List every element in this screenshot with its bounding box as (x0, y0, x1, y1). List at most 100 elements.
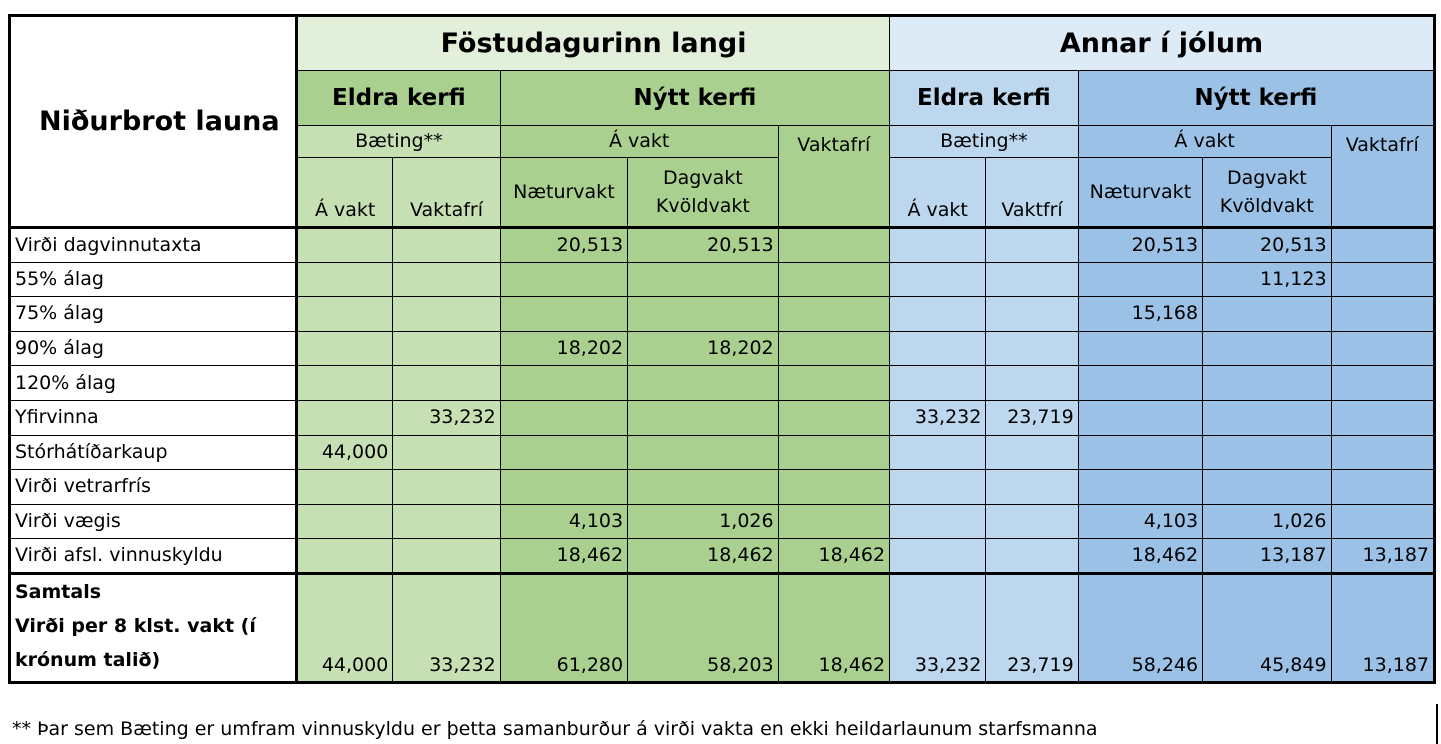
table-cell (1077, 434, 1204, 471)
table-cell: 13,187 (1330, 538, 1437, 574)
row-label: 75% álag (8, 296, 297, 332)
table-row: 90% álag 18,202 18,202 (8, 330, 1437, 367)
table-cell (1330, 434, 1437, 471)
table-cell (627, 296, 779, 332)
total-cell: 13,187 (1330, 571, 1437, 684)
table-row: Yfirvinna 33,232 33,232 23,719 (8, 399, 1437, 436)
table-cell (985, 469, 1079, 505)
system-new-g1: Nýtt kerfi (499, 70, 891, 126)
table-cell (392, 434, 501, 471)
row-label: Virði vægis (8, 503, 297, 540)
table-row: 120% álag (8, 365, 1437, 401)
total-label-line: Virði per 8 klst. vakt (í (15, 614, 256, 637)
table-cell (1202, 365, 1332, 401)
table-cell (1330, 261, 1437, 298)
col-g2-0: Á vakt (889, 157, 987, 228)
table-cell (1330, 469, 1437, 505)
col-g1-1: Vaktafrí (392, 157, 501, 228)
col-g1-0: Á vakt (294, 157, 394, 228)
total-cell: 58,203 (627, 571, 779, 684)
total-cell: 44,000 (294, 571, 394, 684)
table-cell (499, 434, 629, 471)
footnote: ** Þar sem Bæting er umfram vinnuskyldu … (12, 718, 1098, 740)
table-cell (985, 538, 1079, 574)
sub-baeting-g2: Bæting** (889, 125, 1079, 158)
table-cell (392, 296, 501, 332)
table-cell (1202, 469, 1332, 505)
table-cell (1330, 226, 1437, 263)
col-g1-2: Næturvakt (499, 157, 629, 228)
table-cell (392, 538, 501, 574)
table-cell: 4,103 (499, 503, 629, 540)
table-cell (889, 261, 987, 298)
table-cell (294, 538, 394, 574)
table-cell (1077, 469, 1204, 505)
table-cell (1077, 330, 1204, 367)
row-label: Stórhátíðarkaup (8, 434, 297, 471)
table-cell (499, 365, 629, 401)
table-cell: 20,513 (627, 226, 779, 263)
table-cell: 18,462 (499, 538, 629, 574)
table-cell: 11,123 (1202, 261, 1332, 298)
table-cell: 18,202 (499, 330, 629, 367)
table-cell (294, 330, 394, 367)
table-row: 75% álag 15,168 (8, 296, 1437, 332)
row-label: Yfirvinna (8, 399, 297, 436)
total-cell: 23,719 (985, 571, 1079, 684)
table-cell (294, 296, 394, 332)
table-cell (1330, 296, 1437, 332)
table-cell (777, 434, 891, 471)
total-label-line: Samtals (15, 580, 102, 603)
total-cell: 33,232 (889, 571, 987, 684)
table-cell (777, 399, 891, 436)
table-cell (889, 365, 987, 401)
total-label-line: krónum talið) (15, 648, 161, 671)
table-cell (985, 503, 1079, 540)
sub-avakt-g2: Á vakt (1077, 125, 1332, 158)
table-cell (499, 296, 629, 332)
table-cell (889, 330, 987, 367)
col-g2-4: Vaktafrí (1330, 125, 1437, 228)
table-cell (294, 261, 394, 298)
table-cell (499, 469, 629, 505)
table-row: Stórhátíðarkaup 44,000 (8, 434, 1437, 471)
total-label: Samtals Virði per 8 klst. vakt (í krónum t… (8, 571, 297, 684)
table-cell (985, 330, 1079, 367)
table-cell (985, 296, 1079, 332)
table-cell (1330, 503, 1437, 540)
table-cell (1077, 365, 1204, 401)
table-cell (1202, 330, 1332, 367)
total-row: Samtals Virði per 8 klst. vakt (í krónum t… (8, 571, 1437, 684)
table-row: Virði vægis 4,103 1,026 4,103 1,026 (8, 503, 1437, 540)
sub-baeting-g1: Bæting** (294, 125, 501, 158)
table-cell (889, 538, 987, 574)
table-cell (777, 330, 891, 367)
table-cell (1202, 399, 1332, 436)
table-cell (889, 434, 987, 471)
table-cell: 18,462 (627, 538, 779, 574)
row-label: 90% álag (8, 330, 297, 367)
table-cell (392, 469, 501, 505)
table-cell (777, 469, 891, 505)
col-g2-3: Dagvakt Kvöldvakt (1202, 157, 1332, 228)
table-cell: 4,103 (1077, 503, 1204, 540)
table-cell (777, 296, 891, 332)
table-cell (1202, 434, 1332, 471)
table-cell (985, 226, 1079, 263)
table-cell: 20,513 (1077, 226, 1204, 263)
table-row: Virði afsl. vinnuskyldu 18,462 18,462 18,46… (8, 538, 1437, 574)
table-row: Virði dagvinnutaxta 20,513 20,513 20,513 20,… (8, 226, 1437, 263)
col-g1-3: Dagvakt Kvöldvakt (627, 157, 779, 228)
table-cell (392, 330, 501, 367)
system-old-g1: Eldra kerfi (294, 70, 501, 126)
row-label: Virði vetrarfrís (8, 469, 297, 505)
table-cell (627, 365, 779, 401)
table-cell: 13,187 (1202, 538, 1332, 574)
col-g1-4: Vaktafrí (777, 125, 891, 228)
table-cell (889, 469, 987, 505)
table-cell: 18,462 (1077, 538, 1204, 574)
col-g2-2: Næturvakt (1077, 157, 1204, 228)
table-cell: 44,000 (294, 434, 394, 471)
table-cell (294, 503, 394, 540)
table-cell (294, 226, 394, 263)
